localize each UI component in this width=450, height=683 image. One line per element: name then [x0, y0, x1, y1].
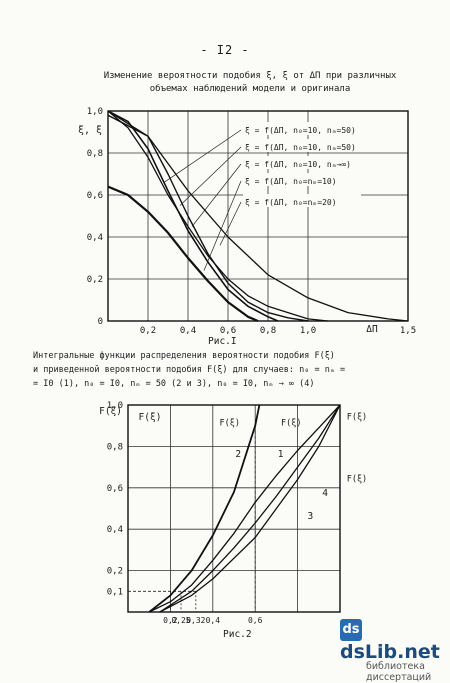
figure1-label: Рис.I [208, 336, 237, 347]
x-tick-label: 1,0 [300, 326, 316, 336]
y-tick-label: 0,1 [107, 587, 123, 597]
y-tick-label: 0,8 [107, 442, 123, 452]
brand-name: dsLib.net [340, 640, 440, 663]
x-tick-label: 0,25 [171, 616, 190, 625]
watermark-subtitle: библиотека диссертаций [366, 660, 432, 683]
y-axis-label-right: F(ξ) [139, 412, 162, 423]
x-tick-label: 0,4 [206, 616, 221, 625]
figure2-caption: Интегральные функции распределения вероя… [33, 349, 433, 391]
x-tick-label: 0,32 [186, 616, 205, 625]
x-tick-label: 0,2 [163, 616, 178, 625]
x-axis-label: ΔΠ [366, 324, 378, 335]
series-line [107, 110, 279, 322]
legend-bg [243, 173, 361, 186]
series-line [148, 404, 261, 613]
curve-annotation: F(ξ) [347, 412, 367, 422]
y-tick-label: 1,0 [87, 107, 103, 117]
curve-annotation: F(ξ) [220, 419, 240, 429]
y-tick-label: 0,4 [107, 525, 123, 535]
legend-entry: ξ = f(ΔΠ, n₀=10, nₘ→∞) [245, 160, 351, 169]
legend-bg [243, 139, 361, 152]
figure2-caption-line2: и приведенной вероятности подобия F(ξ) д… [33, 365, 346, 375]
series-line [107, 185, 259, 323]
legend-bg [243, 122, 361, 135]
figure2-caption-line1: Интегральные функции распределения вероя… [33, 351, 335, 361]
x-tick-label: 0,6 [248, 616, 263, 625]
y-tick-label: 0,6 [87, 191, 103, 201]
x-tick-label: 1,5 [400, 326, 416, 336]
series-line [159, 404, 341, 613]
y-tick-label: 0,2 [107, 567, 123, 577]
watermark[interactable]: dsdsLib.net библиотека диссертаций [340, 618, 450, 683]
curve-annotation: F(ξ) [281, 419, 301, 429]
figure1-caption-line2: объемах наблюдений модели и оригинала [149, 84, 351, 94]
figure1-caption: Изменение вероятности подобия ξ, ξ от ΔΠ… [80, 70, 420, 96]
brand-logo-icon: ds [340, 618, 362, 641]
series-line [159, 404, 341, 613]
y-tick-label: 0,2 [87, 275, 103, 285]
series-label: 3 [307, 511, 313, 522]
figure2-caption-line3: = I0 (1), n₀ = I0, nₘ = 50 (2 и 3), n₀ =… [33, 379, 315, 389]
x-tick-label: 0,8 [260, 326, 276, 336]
x-tick-label: 0,4 [180, 326, 196, 336]
series-line [148, 404, 341, 613]
figure2-label: Рис.2 [223, 629, 252, 640]
y-tick-label: 0,6 [107, 484, 123, 494]
legend-leader-line [191, 163, 242, 227]
legend-leader-line [219, 201, 242, 246]
series-label: 1 [278, 449, 284, 460]
y-tick-label: 0,8 [87, 149, 103, 159]
y-tick-label: 1,0 [107, 401, 123, 411]
series-line [107, 114, 309, 322]
y-axis-label-left: F(ξ) [99, 406, 122, 417]
x-tick-label: 0,2 [140, 326, 156, 336]
x-tick-label: 0,6 [220, 326, 236, 336]
legend-entry: ξ = f(ΔΠ, n₀=nₘ=20) [245, 198, 337, 207]
legend-bg [243, 156, 361, 169]
legend-leader-line [179, 146, 242, 206]
y-tick-label: 0 [98, 317, 103, 327]
figure1-caption-line1: Изменение вероятности подобия ξ, ξ от ΔΠ… [103, 71, 397, 81]
legend-entry: ξ = f(ΔΠ, n₀=10, nₘ=50) [245, 126, 356, 135]
y-axis-label: ξ, ξ [78, 125, 102, 136]
series-line [107, 110, 409, 322]
series-label: 4 [322, 488, 328, 499]
curve-annotation: F(ξ) [347, 475, 367, 485]
y-tick-label: 0,4 [87, 233, 103, 243]
legend-bg [243, 194, 361, 207]
figure2-chart: 0,20,250,32 0,4 0,60,10,20,40,60,81,0F(ξ)F… [99, 401, 367, 625]
legend-entry: ξ = f(ΔΠ, n₀=10, nₘ=50) [245, 143, 356, 152]
figure1-chart: 0,2 0,4 0,6 0,8 1,0 1,5 0 0,2 0,4 0,6 0,8 1,0 ΔΠ ξ, ξ… [78, 107, 416, 336]
plot-frame [127, 404, 341, 613]
legend-leader-line [163, 129, 242, 183]
watermark-brand: dsdsLib.net [340, 618, 450, 663]
legend-leader-line [203, 180, 242, 271]
page-number: - I2 - [200, 43, 250, 57]
legend-entry: ξ = f(ΔΠ, n₀=nₘ=10) [245, 177, 337, 186]
series-label: 2 [235, 449, 241, 460]
